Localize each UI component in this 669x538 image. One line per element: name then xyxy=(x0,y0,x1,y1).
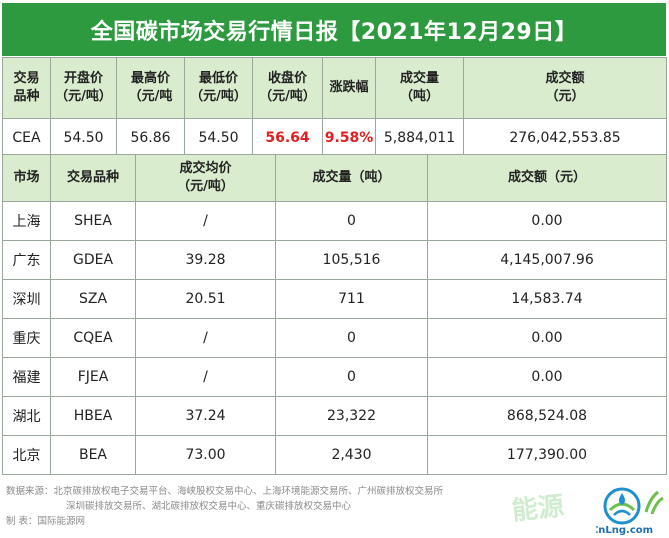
table-cell: 54.50 xyxy=(50,118,117,158)
table-row: 深圳 SZA 20.51 711 14,583.74 xyxy=(2,279,667,319)
table-row: 北京 BEA 73.00 2,430 177,390.00 xyxy=(2,435,667,475)
logo-text: CnLng.com xyxy=(596,525,653,536)
product-cell: SZA xyxy=(50,279,136,319)
market-cell: 深圳 xyxy=(2,279,51,319)
regional-table: 市场 交易品种 成交均价 （元/吨） 成交量（吨） 成交额（元） 上海 SHEA … xyxy=(2,154,667,475)
product-cell: CQEA xyxy=(50,318,136,358)
avg-price-cell: / xyxy=(135,357,276,397)
footer-notes: 数据来源：北京碳排放权电子交易平台、海峡股权交易中心、上海环境能源交易所、广州碳… xyxy=(6,484,526,529)
avg-price-cell: / xyxy=(135,201,276,241)
header-cell: 涨跌幅 xyxy=(322,57,376,119)
product-cell: FJEA xyxy=(50,357,136,397)
avg-price-cell: 37.24 xyxy=(135,396,276,436)
product-cell: GDEA xyxy=(50,240,136,280)
table-cell: 5,884,011 xyxy=(375,118,464,158)
table-row: 重庆 CQEA / 0 0.00 xyxy=(2,318,667,358)
amount-cell: 868,524.08 xyxy=(427,396,667,436)
product-cell: SHEA xyxy=(50,201,136,241)
summary-table: 交易 品种 开盘价 （元/吨） 最高价 （元/吨 最低价 （元/吨） 收盘价 （元/吨） … xyxy=(2,57,667,158)
avg-price-cell: 20.51 xyxy=(135,279,276,319)
table-row: 湖北 HBEA 37.24 23,322 868,524.08 xyxy=(2,396,667,436)
table-row: 福建 FJEA / 0 0.00 xyxy=(2,357,667,397)
volume-cell: 711 xyxy=(275,279,428,319)
header-cell: 成交额（元） xyxy=(427,154,667,202)
volume-cell: 23,322 xyxy=(275,396,428,436)
header-cell: 开盘价 （元/吨） xyxy=(50,57,117,119)
volume-cell: 2,430 xyxy=(275,435,428,475)
source-line: 数据来源：北京碳排放权电子交易平台、海峡股权交易中心、上海环境能源交易所、广州碳… xyxy=(6,486,444,497)
watermark-text: 能源 xyxy=(510,491,566,527)
amount-cell: 14,583.74 xyxy=(427,279,667,319)
table-cell: CEA xyxy=(2,118,51,158)
cnlng-logo-icon: CnLng.com xyxy=(596,487,664,536)
market-cell: 重庆 xyxy=(2,318,51,358)
amount-cell: 0.00 xyxy=(427,318,667,358)
avg-price-cell: 73.00 xyxy=(135,435,276,475)
market-cell: 湖北 xyxy=(2,396,51,436)
header-cell: 收盘价 （元/吨） xyxy=(252,57,323,119)
header-cell: 成交额（元） xyxy=(463,57,667,119)
page-title: 全国碳市场交易行情日报【2021年12月29日】 xyxy=(2,3,666,56)
table-cell: 54.50 xyxy=(184,118,253,158)
table-cell: 56.86 xyxy=(116,118,185,158)
header-cell: 最低价 （元/吨） xyxy=(184,57,253,119)
change-rate-cell: 9.58% xyxy=(322,118,376,158)
header-cell: 市场 xyxy=(2,154,51,202)
header-cell: 成交量（吨） xyxy=(375,57,464,119)
product-cell: HBEA xyxy=(50,396,136,436)
regional-header-row: 市场 交易品种 成交均价 （元/吨） 成交量（吨） 成交额（元） xyxy=(2,154,667,202)
amount-cell: 0.00 xyxy=(427,357,667,397)
table-row: 广东 GDEA 39.28 105,516 4,145,007.96 xyxy=(2,240,667,280)
market-cell: 广东 xyxy=(2,240,51,280)
amount-cell: 4,145,007.96 xyxy=(427,240,667,280)
source-line-continued: 深圳碳排放交易所、湖北碳排放权交易中心、重庆碳排放权交易中心 xyxy=(66,501,352,512)
header-cell: 成交均价 （元/吨） xyxy=(135,154,276,202)
table-row: 上海 SHEA / 0 0.00 xyxy=(2,201,667,241)
maker-line: 制 表：国际能源网 xyxy=(6,516,86,527)
market-cell: 北京 xyxy=(2,435,51,475)
volume-cell: 0 xyxy=(275,357,428,397)
volume-cell: 105,516 xyxy=(275,240,428,280)
header-cell: 交易品种 xyxy=(2,57,51,119)
summary-data-row: CEA 54.50 56.86 54.50 56.64 9.58% 5,884,… xyxy=(2,118,667,158)
avg-price-cell: 39.28 xyxy=(135,240,276,280)
market-cell: 福建 xyxy=(2,357,51,397)
avg-price-cell: / xyxy=(135,318,276,358)
amount-cell: 0.00 xyxy=(427,201,667,241)
market-cell: 上海 xyxy=(2,201,51,241)
summary-header-row: 交易 品种 开盘价 （元/吨） 最高价 （元/吨 最低价 （元/吨） 收盘价 （元/吨） … xyxy=(2,57,667,119)
header-cell: 交易品种 xyxy=(50,154,136,202)
amount-cell: 177,390.00 xyxy=(427,435,667,475)
volume-cell: 0 xyxy=(275,318,428,358)
closing-price-cell: 56.64 xyxy=(252,118,323,158)
table-cell: 276,042,553.85 xyxy=(463,118,667,158)
product-cell: BEA xyxy=(50,435,136,475)
header-cell: 成交量（吨） xyxy=(275,154,428,202)
header-cell: 最高价 （元/吨 xyxy=(116,57,185,119)
volume-cell: 0 xyxy=(275,201,428,241)
